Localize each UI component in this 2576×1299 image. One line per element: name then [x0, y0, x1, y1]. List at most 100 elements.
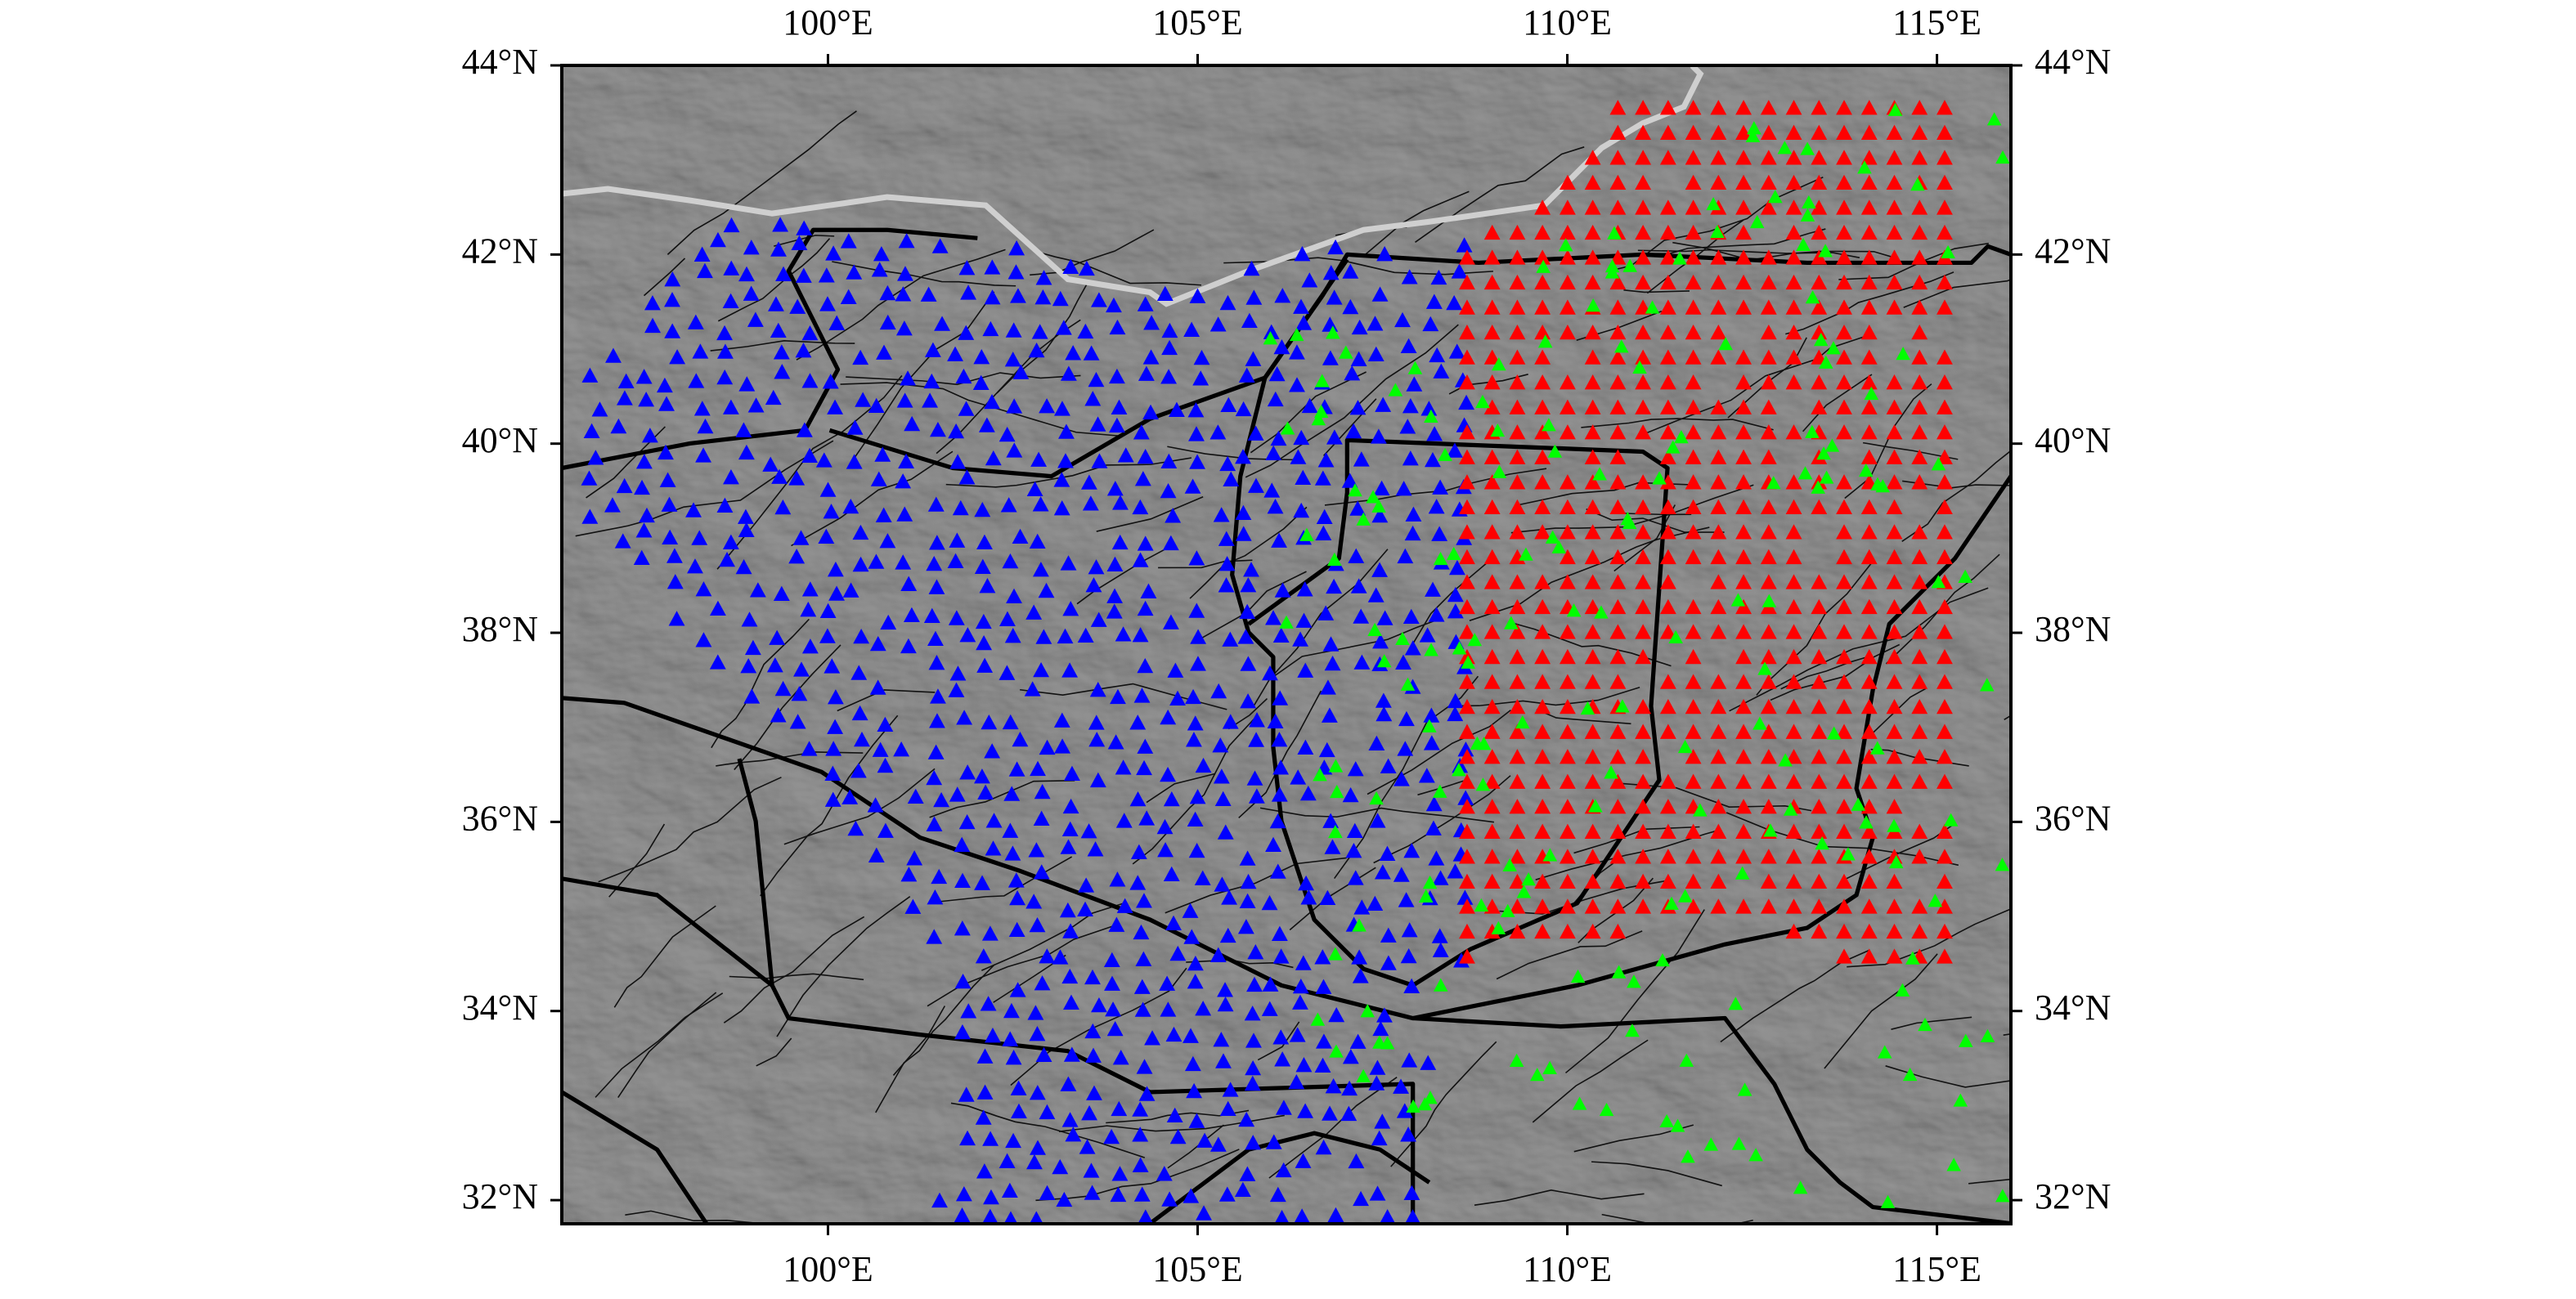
station [819, 628, 836, 643]
station [1936, 923, 1953, 939]
station [1584, 574, 1601, 589]
station [1133, 979, 1151, 994]
station [1685, 873, 1702, 889]
station [1219, 927, 1236, 943]
station [1584, 674, 1601, 689]
station [1986, 112, 2002, 126]
station [738, 266, 755, 282]
station [1635, 823, 1652, 839]
station [749, 582, 766, 598]
station [1297, 1103, 1314, 1118]
station [1372, 634, 1389, 649]
station [1188, 842, 1205, 858]
station [1584, 624, 1601, 639]
station [1144, 1030, 1160, 1046]
station [930, 688, 946, 704]
station [1735, 549, 1752, 565]
station [1911, 823, 1928, 839]
station [1936, 100, 1953, 115]
station [1836, 648, 1852, 665]
station [920, 286, 937, 302]
station [1609, 648, 1627, 665]
station [1936, 374, 1953, 390]
station [688, 373, 705, 388]
station [1162, 535, 1179, 551]
station [1213, 507, 1230, 522]
station [1886, 624, 1903, 639]
station [823, 504, 840, 519]
station [1162, 614, 1179, 629]
station [895, 286, 912, 302]
station [1077, 627, 1094, 643]
station [1584, 224, 1601, 240]
station [1995, 858, 2010, 871]
station [1347, 761, 1364, 777]
fault [1036, 251, 1201, 286]
fault [875, 964, 995, 1113]
fault [1623, 289, 1690, 293]
station [1298, 875, 1315, 891]
station [1911, 474, 1928, 490]
station [827, 719, 844, 734]
station [1344, 365, 1361, 381]
station [1265, 1134, 1282, 1149]
station [876, 344, 892, 360]
station [1425, 581, 1441, 597]
station [1032, 496, 1049, 512]
station [985, 813, 1003, 828]
station [1407, 361, 1423, 374]
station [1459, 723, 1475, 739]
station [1995, 150, 2010, 164]
station [1328, 1006, 1345, 1023]
station [1905, 951, 1920, 965]
station [1836, 723, 1852, 739]
station [1369, 791, 1384, 805]
station [1275, 1100, 1292, 1115]
fault [1035, 1149, 1240, 1202]
station [1911, 324, 1928, 340]
block-boundaries [562, 227, 2011, 1224]
station [1534, 699, 1551, 714]
station [1958, 1033, 1973, 1047]
station [978, 417, 995, 432]
station [875, 507, 892, 522]
fault [1901, 450, 2011, 543]
station [1509, 898, 1526, 914]
station [1400, 947, 1417, 964]
station [1659, 299, 1676, 315]
station [949, 665, 967, 681]
station [1395, 631, 1410, 646]
station [974, 875, 990, 890]
station [1422, 876, 1438, 889]
station [924, 342, 941, 357]
station [1860, 100, 1878, 115]
map-frame [560, 64, 2013, 1225]
station [1063, 994, 1079, 1010]
station [1609, 849, 1627, 864]
station [1509, 574, 1526, 589]
station [1685, 898, 1702, 914]
station [1399, 419, 1416, 434]
station [1609, 424, 1627, 440]
station [1735, 224, 1752, 240]
station [1836, 799, 1852, 814]
station [1293, 429, 1310, 446]
station [1735, 449, 1752, 464]
station [1483, 823, 1501, 839]
station [1062, 258, 1079, 274]
station [1239, 893, 1256, 909]
station [614, 533, 631, 549]
station [1864, 386, 1879, 401]
station [1272, 690, 1289, 705]
station [1760, 349, 1777, 365]
station [1735, 648, 1752, 665]
station [1609, 100, 1627, 115]
station [1718, 337, 1733, 351]
station [795, 343, 812, 358]
station [1836, 100, 1852, 115]
station [1685, 624, 1702, 639]
station [1609, 799, 1627, 814]
station [1433, 552, 1448, 566]
station [1635, 374, 1652, 390]
station [1936, 723, 1953, 739]
